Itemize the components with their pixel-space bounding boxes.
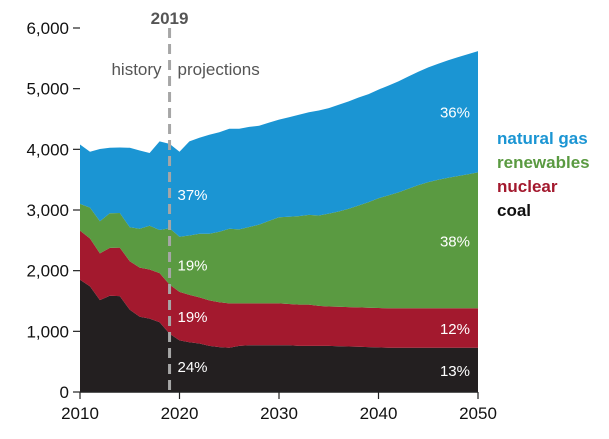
x-tick-label: 2030: [260, 404, 298, 423]
area-renewables: [80, 172, 478, 309]
share-label: 19%: [178, 257, 208, 274]
x-tick-label: 2040: [360, 404, 398, 423]
legend-item: natural gas: [497, 129, 588, 148]
axes: 0 1,000 2,000 3,000 4,000 5,000 6,000 2010 2020 2…: [26, 19, 496, 423]
y-tick-label: 2,000: [26, 262, 69, 281]
history-label: history: [111, 60, 162, 79]
y-tick-label: 0: [60, 383, 69, 402]
share-label: 37%: [178, 187, 208, 204]
y-tick-label: 4,000: [26, 140, 69, 159]
y-tick-label: 6,000: [26, 19, 69, 38]
y-tick-label: 5,000: [26, 80, 69, 99]
legend: natural gas renewables nuclear coal: [497, 129, 590, 220]
x-tick-label: 2020: [161, 404, 199, 423]
share-annotations: 24% 13% 19% 12% 19% 38% 37% 36%: [178, 105, 471, 380]
share-label: 13%: [440, 363, 470, 380]
share-label: 19%: [178, 309, 208, 326]
legend-item: nuclear: [497, 177, 558, 196]
share-label: 24%: [178, 359, 208, 376]
projections-label: projections: [178, 60, 260, 79]
y-tick-label: 1,000: [26, 322, 69, 341]
share-label: 38%: [440, 233, 470, 250]
share-label: 36%: [440, 105, 470, 122]
x-tick-label: 2010: [61, 404, 99, 423]
share-label: 12%: [440, 321, 470, 338]
area-nuclear: [80, 230, 478, 348]
legend-item: coal: [497, 201, 531, 220]
area-natural-gas: [80, 51, 478, 237]
x-tick-label: 2050: [459, 404, 497, 423]
divider-year-label: 2019: [151, 9, 189, 28]
legend-item: renewables: [497, 153, 590, 172]
area-layers: [80, 51, 478, 392]
history-projection-divider: 2019 history projections: [111, 9, 260, 392]
y-tick-label: 3,000: [26, 201, 69, 220]
area-coal: [80, 279, 478, 392]
